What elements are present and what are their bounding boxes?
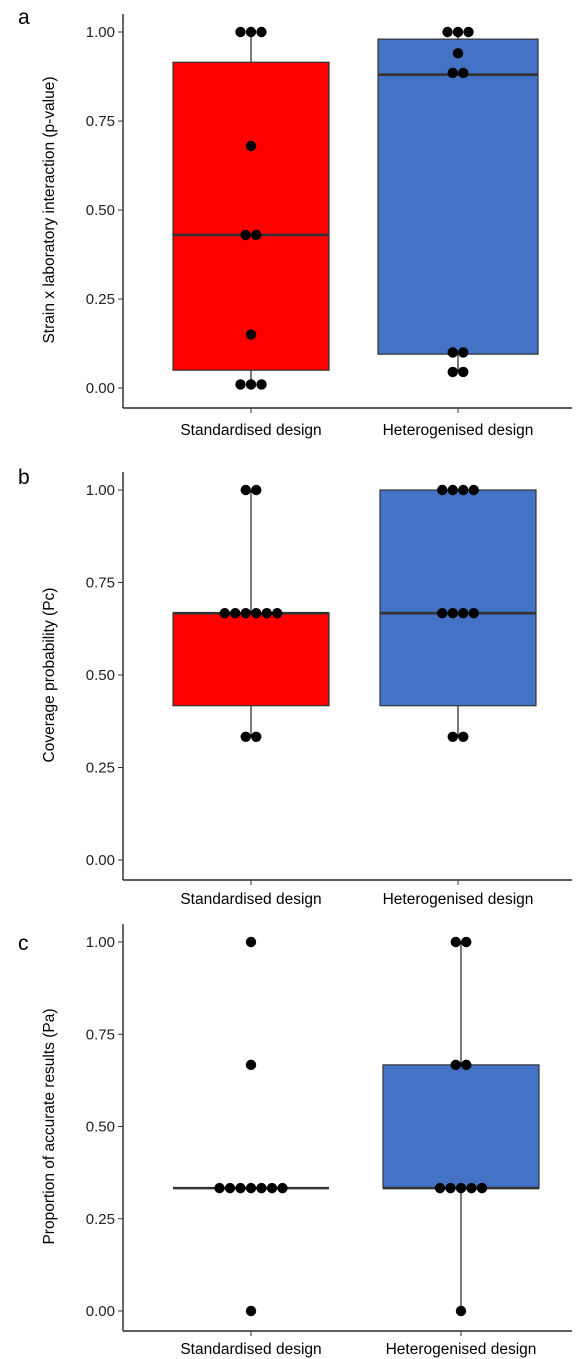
data-point [437,608,448,619]
data-point [256,379,267,390]
data-point [445,1182,456,1194]
data-point [240,484,251,496]
data-point [235,1182,246,1194]
data-point [245,329,257,340]
chart-panel-b: b 0.00 0.25 0.50 0.75 1.00 Coverage probabilit… [18,466,572,908]
data-point [461,1059,472,1071]
data-point [240,731,251,742]
data-point [245,1305,257,1317]
y-tick-label: 0.50 [86,202,115,219]
x-tick-label: Standardised design [180,422,321,439]
y-tick-label: 0.00 [86,380,115,397]
data-point [240,229,251,241]
data-point [245,936,257,948]
data-point [256,1182,267,1194]
y-tick-label: 0.25 [86,291,115,308]
y-tick-label: 0.75 [86,113,115,130]
data-point [458,347,469,358]
box [377,38,539,355]
data-point [455,1182,467,1194]
x-tick-label: Standardised design [180,891,321,908]
box [379,489,537,707]
data-point [458,484,469,496]
data-point [442,26,453,38]
y-tick-label: 0.00 [86,852,115,869]
y-tick-label: 0.75 [86,575,115,592]
x-tick-label: Standardised design [180,1341,321,1358]
y-tick-label: 1.00 [86,482,115,499]
y-tick-label: 1.00 [86,24,115,41]
y-axis-title: Coverage probability (Pc) [41,588,58,763]
data-point [230,608,241,619]
data-point [476,1182,488,1194]
panel-label: b [18,466,30,489]
data-point [219,608,230,619]
data-point [447,484,458,496]
data-point [240,608,251,619]
data-point [251,731,262,742]
data-point [447,67,458,79]
data-point [434,1182,446,1194]
data-point [272,608,283,619]
data-point [458,366,469,378]
y-tick-label: 0.25 [86,1211,115,1228]
data-point [452,48,464,59]
data-point [245,26,257,38]
data-point [452,26,464,38]
data-point [245,379,257,390]
data-point [245,140,257,152]
y-tick-label: 0.00 [86,1303,115,1320]
data-point [450,936,461,948]
data-point [251,229,262,241]
data-point [463,26,474,38]
data-point [468,608,479,619]
box [382,1064,540,1189]
y-tick-label: 0.75 [86,1026,115,1043]
y-tick-label: 0.25 [86,760,115,777]
data-point [447,347,458,358]
y-axis-title: Proportion of accurate results (Pa) [41,1008,58,1244]
data-point [455,1305,467,1317]
y-tick-label: 0.50 [86,1119,115,1136]
data-point [458,608,469,619]
data-point [468,484,479,496]
box [172,61,330,371]
data-point [458,67,469,79]
chart-panel-c: c 0.00 0.25 0.50 0.75 1.00 Proportion of accur… [18,924,572,1358]
data-point [466,1182,477,1194]
chart-panel-a: a 0.00 0.25 0.50 0.75 1.00 Strain x laboratory… [18,6,572,439]
box [172,612,330,707]
data-point [266,1182,278,1194]
data-point [251,484,262,496]
data-point [461,936,472,948]
panel-label: a [18,6,30,29]
data-point [450,1059,461,1071]
data-point [251,608,262,619]
x-tick-label: Heterogenised design [383,891,534,908]
data-point [256,26,267,38]
y-tick-label: 0.50 [86,667,115,684]
x-tick-label: Heterogenised design [383,422,534,439]
data-point [447,731,458,742]
data-point [447,366,458,378]
data-point [261,608,272,619]
data-point [214,1182,225,1194]
data-point [437,484,448,496]
x-tick-label: Heterogenised design [386,1341,537,1358]
y-axis-title: Strain x laboratory interaction (p-value… [41,76,58,343]
data-point [224,1182,236,1194]
data-point [458,731,469,742]
data-point [235,26,246,38]
data-point [277,1182,288,1194]
y-tick-label: 1.00 [86,934,115,951]
data-point [245,1182,257,1194]
data-point [447,608,458,619]
data-point [245,1059,257,1071]
panel-label: c [18,932,29,955]
data-point [235,379,246,390]
